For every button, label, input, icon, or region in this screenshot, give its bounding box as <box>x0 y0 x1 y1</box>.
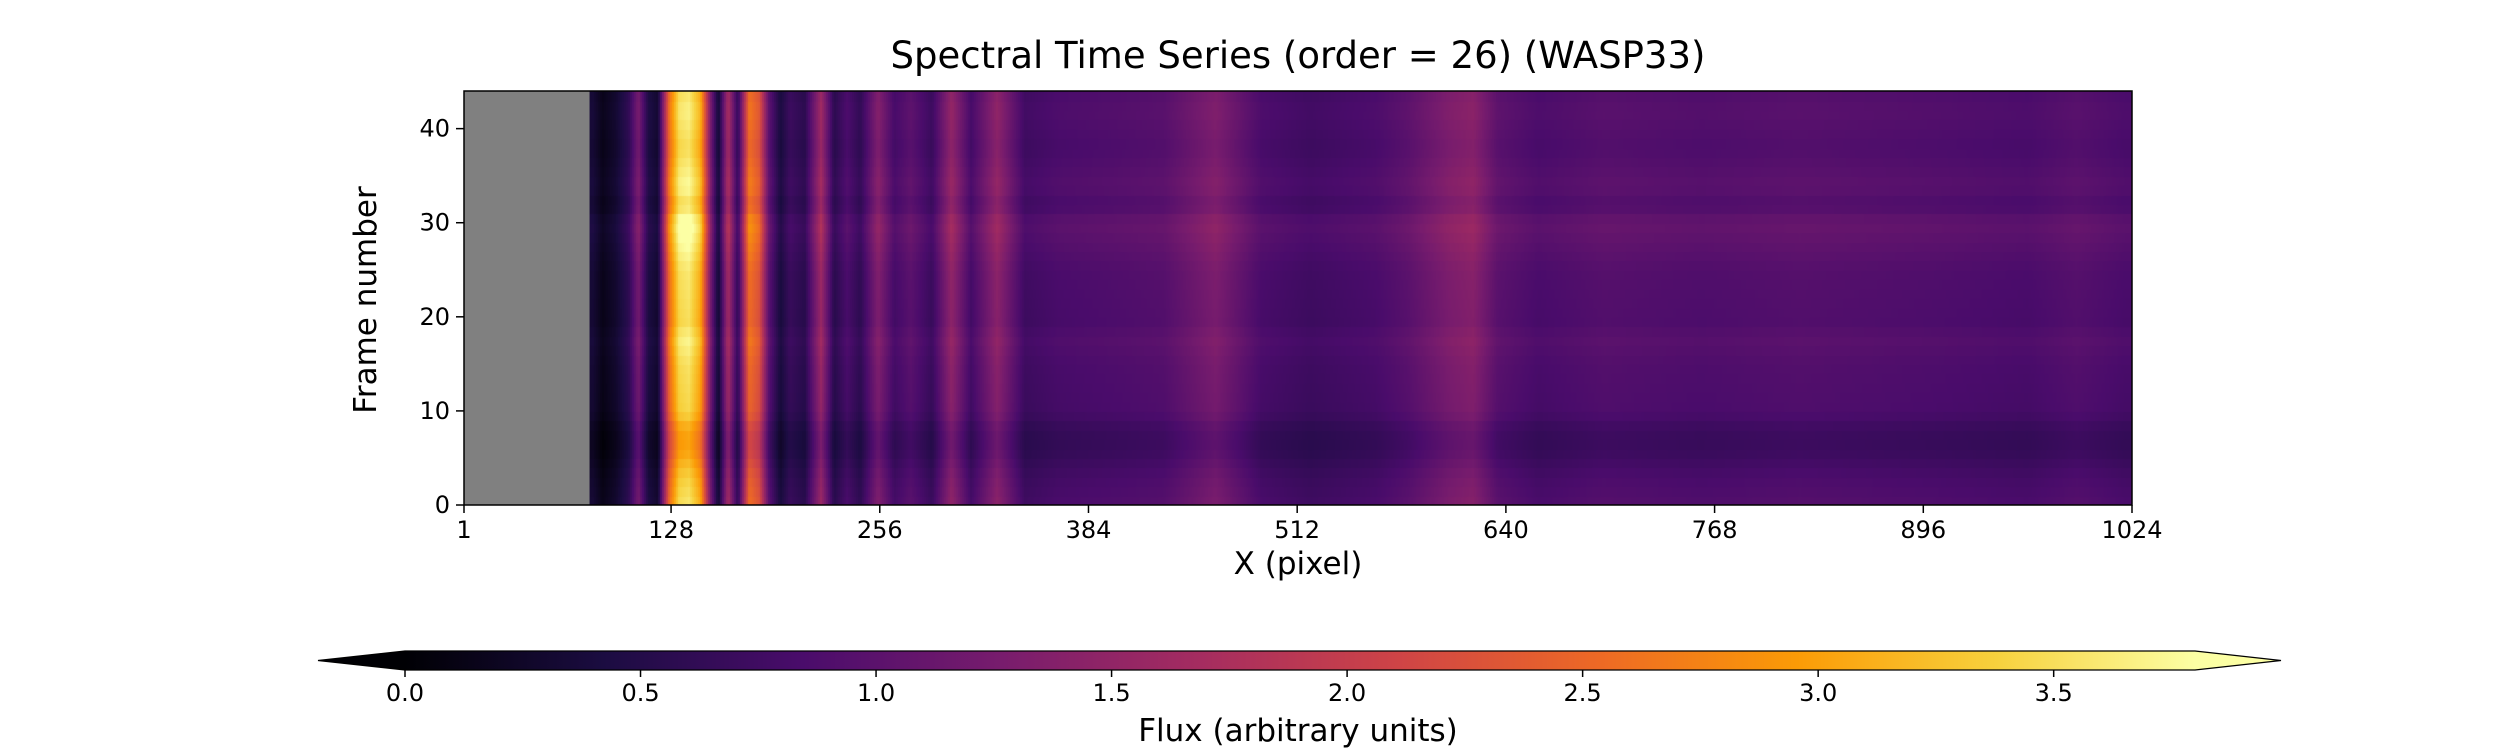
colorbar-tick-label: 2.0 <box>1328 679 1366 707</box>
y-tick-label: 0 <box>435 491 450 519</box>
x-tick-label: 896 <box>1900 516 1946 544</box>
colorbar-tick-label: 0.0 <box>386 679 424 707</box>
colorbar-tick-label: 1.5 <box>1092 679 1130 707</box>
colorbar: 0.0 0.5 1.0 1.5 2.0 2.5 3.0 3.5 <box>317 650 2282 707</box>
heatmap-image <box>464 91 2132 505</box>
colorbar-tick-label: 3.0 <box>1799 679 1837 707</box>
colorbar-body <box>405 651 2195 670</box>
x-tick-label: 512 <box>1274 516 1320 544</box>
colorbar-extend-high <box>2195 651 2281 670</box>
colorbar-tick-label: 1.0 <box>857 679 895 707</box>
x-tick-label: 1024 <box>2101 516 2162 544</box>
x-tick-label: 640 <box>1483 516 1529 544</box>
y-tick-label: 30 <box>419 209 450 237</box>
colorbar-tick-label: 3.5 <box>2035 679 2073 707</box>
colorbar-tick-label: 2.5 <box>1564 679 1602 707</box>
colorbar-ticks: 0.0 0.5 1.0 1.5 2.0 2.5 3.0 3.5 <box>386 670 2073 707</box>
x-tick-label: 768 <box>1692 516 1738 544</box>
x-tick-label: 128 <box>648 516 694 544</box>
y-tick-label: 40 <box>419 115 450 143</box>
chart-title: Spectral Time Series (order = 26) (WASP3… <box>891 34 1706 77</box>
x-axis-ticks: 1 128 256 384 512 640 768 896 1024 <box>456 505 2163 544</box>
x-tick-label: 256 <box>857 516 903 544</box>
masked-region <box>464 91 590 505</box>
y-tick-label: 20 <box>419 303 450 331</box>
colorbar-label: Flux (arbitrary units) <box>1138 713 1458 749</box>
y-tick-label: 10 <box>419 397 450 425</box>
x-tick-label: 384 <box>1066 516 1112 544</box>
y-axis-ticks: 0 10 20 30 40 <box>419 115 464 519</box>
colorbar-extend-low <box>318 651 405 670</box>
plot-frame <box>463 90 2133 506</box>
y-axis-label: Frame number <box>348 186 384 414</box>
x-axis-label: X (pixel) <box>1234 546 1363 582</box>
colorbar-tick-label: 0.5 <box>621 679 659 707</box>
x-tick-label: 1 <box>456 516 471 544</box>
